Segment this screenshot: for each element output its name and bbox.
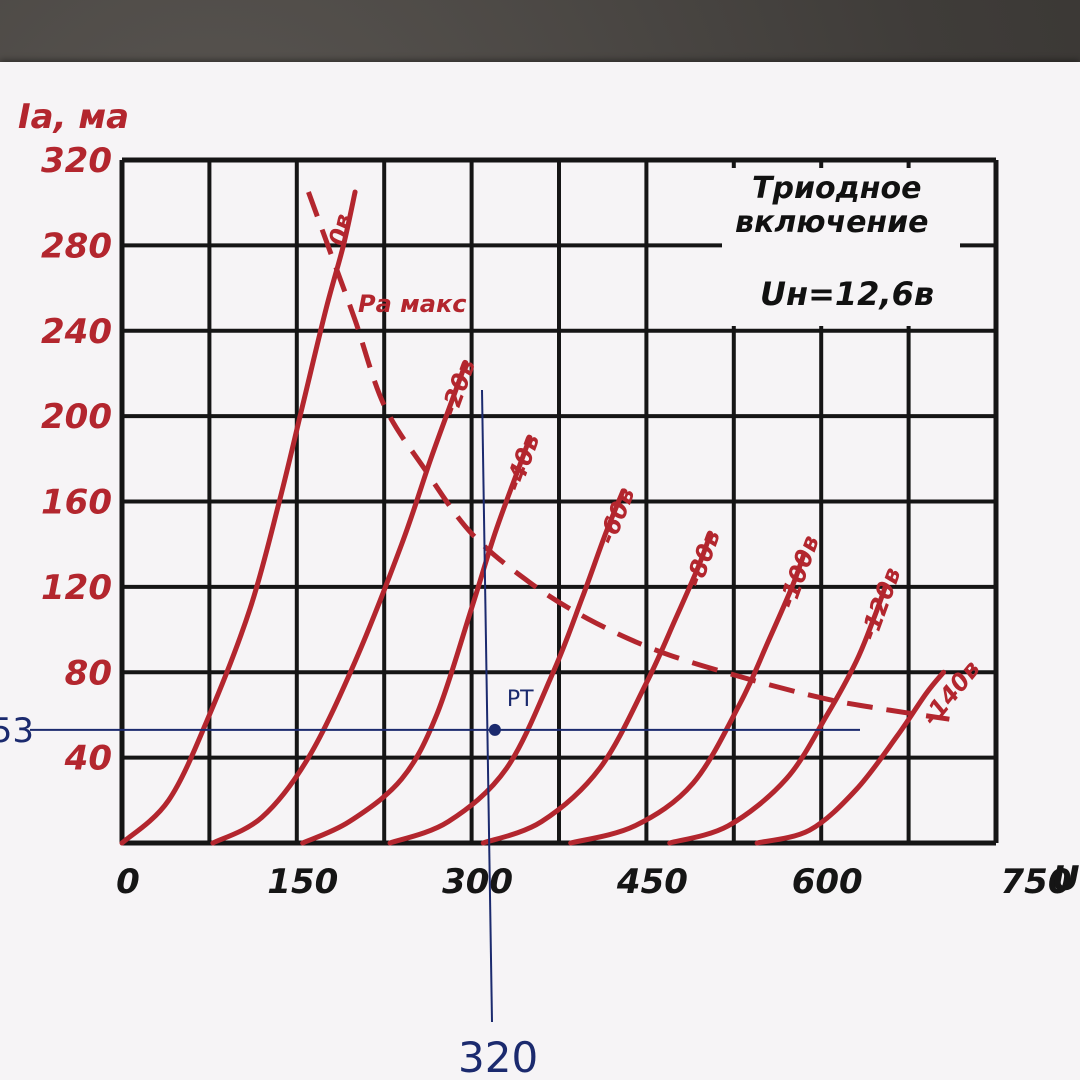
annotation-line-3: Uн=12,6в	[760, 275, 934, 313]
y-tick-label: 120	[41, 568, 112, 608]
series-curve-5	[568, 552, 807, 846]
series-label-5: -100в	[773, 532, 825, 612]
y-tick-label: 240	[41, 312, 112, 352]
tick-labels: 320 280 240 200 160 120 80 40 0 150 300 450 600 750	[41, 141, 1071, 902]
y-tick-label: 200	[41, 397, 112, 437]
series-curve-2	[300, 434, 533, 846]
handwritten-x-value: 320	[458, 1033, 538, 1080]
y-tick-label: 40	[64, 739, 112, 779]
pen-vertical-line	[481, 389, 493, 1023]
x-axis-title: U	[1052, 859, 1080, 899]
pmax-dashed-line	[306, 191, 950, 722]
operating-point-label: PT	[507, 687, 534, 712]
series-curve-7	[754, 669, 947, 846]
series-curve-3	[387, 488, 626, 846]
series-label-1: -20в	[435, 355, 481, 420]
annotation-line-2: включение	[735, 205, 929, 240]
series-curve-0	[119, 189, 358, 846]
handwritten-marks: PT 320 53	[0, 389, 860, 1080]
x-tick-label: 750	[1001, 862, 1072, 902]
x-tick-label: 300	[442, 862, 513, 902]
series-label-3: -60в	[593, 483, 641, 548]
series-label-0: 0в	[324, 211, 358, 248]
x-tick-label: 600	[792, 862, 863, 902]
y-tick-label: 280	[41, 226, 112, 266]
pmax-label: Pа макс	[358, 290, 466, 318]
series-curve-4	[480, 531, 713, 846]
y-tick-label: 320	[41, 141, 112, 181]
curves	[119, 189, 947, 846]
y-tick-label: 160	[41, 483, 112, 523]
x-tick-label: 450	[616, 862, 688, 902]
annotation-line-1: Триодное	[752, 171, 921, 206]
pmax-curve	[306, 191, 950, 722]
operating-point-dot	[488, 723, 501, 736]
x-tick-label: 150	[267, 862, 338, 902]
series-label-4: -80в	[680, 526, 726, 591]
x-tick-label: 0	[116, 862, 140, 902]
series-curve-6	[667, 584, 888, 846]
y-axis-title: Iа, ма	[18, 97, 129, 137]
handwritten-y-value: 53	[0, 711, 34, 751]
y-tick-label: 80	[65, 653, 112, 693]
series-label-6: -120в	[855, 564, 907, 644]
series-label-2: -40в	[499, 430, 545, 495]
annotation-box	[722, 168, 960, 326]
series-curve-1	[210, 360, 469, 846]
